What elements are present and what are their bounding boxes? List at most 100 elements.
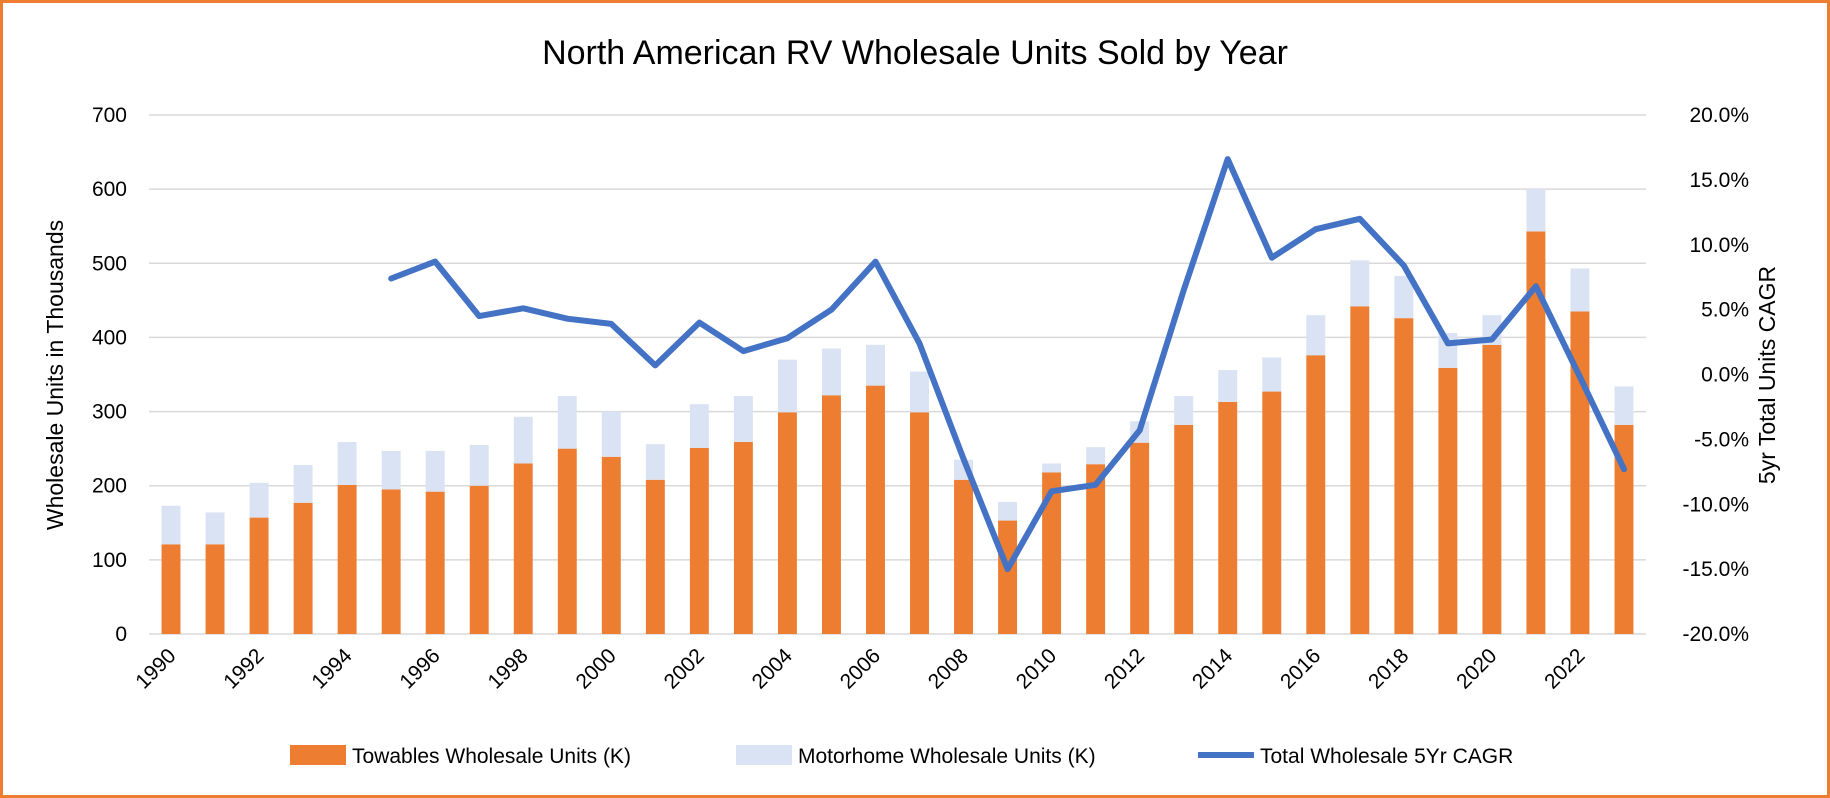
cagr-series-line [388, 156, 1627, 573]
y-tick-label: 300 [92, 401, 127, 424]
motorhome-bar [513, 416, 533, 464]
towables-bar [1042, 472, 1062, 634]
x-tick-label: 2022 [1540, 644, 1589, 693]
legend-towables-label: Towables Wholesale Units (K) [352, 745, 631, 768]
legend-motorhome-label: Motorhome Wholesale Units (K) [798, 745, 1096, 768]
towables-bar [777, 412, 797, 634]
y-tick-label: 200 [92, 475, 127, 498]
motorhome-bar [425, 450, 445, 492]
y-axis-ticks: 0 100 200 300 400 500 600 700 [92, 104, 127, 646]
x-tick-label: 2000 [572, 644, 621, 693]
towables-bar [1526, 231, 1546, 634]
x-tick-label: 1990 [131, 644, 180, 693]
motorhome-bar [1614, 386, 1634, 425]
motorhome-bar [645, 444, 665, 480]
towables-bar [1130, 442, 1150, 634]
x-tick-label: 2020 [1452, 644, 1501, 693]
motorhome-bar [557, 396, 577, 449]
motorhome-bar [821, 348, 841, 396]
x-tick-label: 1992 [219, 644, 268, 693]
motorhome-bar [1570, 268, 1590, 312]
motorhome-bar [777, 359, 797, 413]
x-tick-label: 2008 [924, 644, 973, 693]
y-tick-label: 400 [92, 326, 127, 349]
y-tick-label: 600 [92, 178, 127, 201]
x-tick-label: 2006 [836, 644, 885, 693]
towables-bar [161, 544, 181, 634]
y2-tick-label: 10.0% [1689, 234, 1749, 257]
towables-bar [1394, 318, 1414, 634]
y-tick-label: 500 [92, 252, 127, 275]
cagr-line [388, 156, 1627, 573]
towables-bar [645, 479, 665, 634]
legend: Towables Wholesale Units (K) Motorhome Wh… [290, 745, 1513, 768]
x-axis-ticks: 1990 1992 1994 1996 1998 2000 2002 2004 2006 2008… [131, 644, 1589, 694]
x-tick-label: 2002 [660, 644, 709, 693]
towables-bar [1482, 344, 1502, 634]
motorhome-bar [293, 464, 313, 503]
motorhome-bar [1350, 260, 1370, 307]
y2-tick-label: -15.0% [1682, 558, 1749, 581]
towables-bar [337, 484, 357, 634]
motorhome-bar [733, 396, 753, 442]
towables-bar [866, 385, 885, 634]
towables-bar [293, 502, 313, 634]
x-tick-label: 2016 [1276, 644, 1325, 693]
towables-bar [954, 479, 974, 634]
x-tick-label: 2014 [1188, 644, 1238, 694]
towables-bar [821, 395, 841, 634]
bars [161, 189, 1634, 634]
towables-bar [205, 544, 225, 634]
motorhome-bar [910, 371, 929, 413]
gridlines [149, 114, 1646, 635]
legend-cagr-label: Total Wholesale 5Yr CAGR [1260, 745, 1513, 768]
towables-bar [910, 412, 929, 634]
x-tick-label: 1996 [395, 644, 444, 693]
x-tick-label: 1994 [307, 644, 357, 694]
x-tick-label: 2010 [1012, 644, 1061, 693]
towables-bar [1262, 391, 1282, 634]
y2-tick-label: 0.0% [1701, 364, 1749, 387]
motorhome-bar [337, 441, 357, 485]
towables-bar [689, 447, 709, 634]
towables-bar [1438, 367, 1458, 634]
y2-tick-label: -10.0% [1682, 493, 1749, 516]
y2-tick-label: 20.0% [1689, 104, 1749, 127]
motorhome-bar [1306, 315, 1326, 356]
motorhome-bar [1174, 396, 1194, 425]
motorhome-bar [866, 344, 885, 386]
x-tick-label: 2004 [748, 644, 798, 694]
motorhome-bar [1394, 275, 1414, 319]
motorhome-bar [249, 482, 269, 518]
motorhome-bar [998, 502, 1018, 521]
chart: North American RV Wholesale Units Sold b… [42, 34, 1780, 768]
y2-tick-label: 5.0% [1701, 299, 1749, 322]
towables-bar [249, 517, 269, 634]
towables-bar [381, 489, 401, 634]
towables-bar [733, 441, 753, 634]
chart-title: North American RV Wholesale Units Sold b… [542, 34, 1288, 72]
motorhome-bar [1526, 189, 1546, 232]
legend-motorhome-swatch [736, 745, 792, 765]
towables-bar [557, 448, 577, 634]
motorhome-bar [205, 512, 225, 545]
x-tick-label: 2018 [1364, 644, 1413, 693]
towables-bar [1218, 401, 1238, 634]
motorhome-bar [1262, 357, 1282, 392]
x-tick-label: 1998 [483, 644, 532, 693]
y2-tick-label: -20.0% [1682, 623, 1749, 646]
towables-bar [998, 520, 1018, 634]
towables-bar [601, 456, 621, 634]
y2-tick-label: 15.0% [1689, 169, 1749, 192]
towables-bar [1614, 424, 1634, 634]
motorhome-bar [601, 411, 621, 457]
y2-axis-ticks: -20.0% -15.0% -10.0% -5.0% 0.0% 5.0% 10.0% 15.0… [1682, 104, 1749, 646]
motorhome-bar [1086, 447, 1106, 465]
towables-bar [1350, 306, 1370, 634]
y2-axis-title: 5yr Total Units CAGR [1754, 266, 1780, 484]
towables-bar [1306, 355, 1326, 634]
motorhome-bar [381, 450, 401, 490]
towables-bar [1174, 424, 1194, 634]
y-tick-label: 0 [115, 623, 127, 646]
